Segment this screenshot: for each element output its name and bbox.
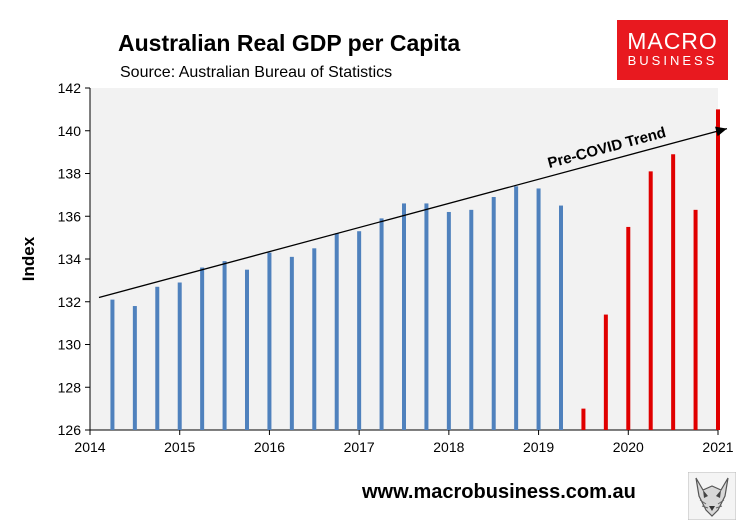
- y-tick-label: 132: [58, 294, 82, 310]
- bar-covid: [716, 109, 720, 430]
- bar-pre-covid: [222, 261, 227, 430]
- website-url[interactable]: www.macrobusiness.com.au: [362, 481, 636, 503]
- bar-pre-covid: [402, 203, 406, 430]
- y-axis-label: Index: [19, 236, 38, 281]
- logo-line-1: MACRO: [627, 28, 718, 54]
- bar-pre-covid: [469, 209, 474, 430]
- bar-pre-covid: [267, 252, 272, 430]
- bar-covid: [671, 154, 676, 430]
- y-tick-label: 128: [58, 379, 82, 395]
- x-axis: 2014 2015 2016 2017 2018 2019 2020 2021: [74, 429, 734, 455]
- bar-pre-covid: [379, 218, 384, 430]
- x-tick-label: 2019: [523, 439, 554, 455]
- trendline-arrowhead: [715, 126, 727, 137]
- bar-pre-covid: [110, 299, 115, 430]
- bar-pre-covid: [334, 233, 339, 430]
- bar-covid: [603, 314, 608, 430]
- wolf-logo-icon: [688, 472, 736, 520]
- y-tick-label: 130: [58, 337, 82, 353]
- bar-pre-covid: [559, 205, 563, 430]
- bar-pre-covid: [132, 306, 137, 430]
- bar-pre-covid: [491, 197, 496, 430]
- bar-pre-covid: [514, 186, 519, 430]
- bar-pre-covid: [357, 231, 362, 430]
- y-tick-label: 138: [58, 166, 82, 182]
- trendline: [98, 127, 728, 299]
- bar-covid: [581, 408, 586, 430]
- bar-pre-covid: [446, 211, 451, 430]
- y-tick-label: 136: [58, 208, 82, 224]
- y-tick-label: 126: [58, 422, 82, 438]
- bar-covid: [648, 171, 653, 431]
- bar-pre-covid: [536, 188, 541, 430]
- y-tick-label: 142: [58, 80, 82, 96]
- bar-covid: [626, 226, 631, 430]
- bar-pre-covid: [245, 269, 249, 430]
- bar-pre-covid: [312, 248, 317, 430]
- chart-source: Source: Australian Bureau of Statistics: [120, 64, 393, 81]
- bar-pre-covid: [177, 282, 182, 430]
- bar-pre-covid: [289, 256, 294, 430]
- chart-title: Australian Real GDP per Capita: [118, 30, 461, 56]
- bar-pre-covid: [424, 203, 429, 430]
- x-tick-label: 2017: [344, 439, 375, 455]
- x-tick-label: 2015: [164, 439, 195, 455]
- macrobusiness-logo: MACRO BUSINESS: [617, 20, 728, 80]
- y-tick-label: 140: [58, 123, 82, 139]
- x-tick-label: 2018: [433, 439, 464, 455]
- x-tick-label: 2020: [613, 439, 644, 455]
- y-axis: 126 128 130 132 134 136 138 140 142: [58, 80, 91, 438]
- logo-line-2: BUSINESS: [627, 53, 718, 68]
- bar-pre-covid: [200, 267, 205, 430]
- bars: [110, 109, 720, 431]
- bar-pre-covid: [155, 286, 160, 430]
- x-tick-label: 2021: [702, 439, 733, 455]
- y-tick-label: 134: [58, 251, 82, 267]
- bar-covid: [693, 209, 698, 430]
- x-tick-label: 2014: [74, 439, 105, 455]
- x-tick-label: 2016: [254, 439, 285, 455]
